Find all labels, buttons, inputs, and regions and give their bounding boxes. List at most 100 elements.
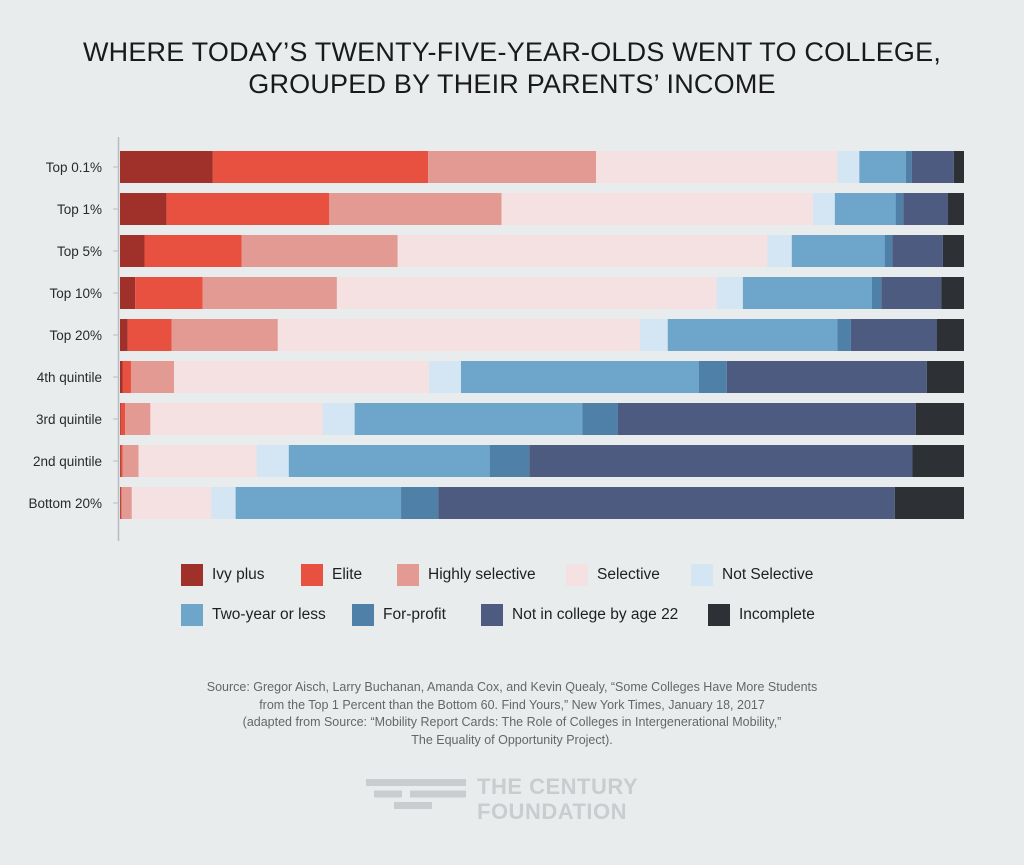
bar-segment xyxy=(125,403,151,435)
source-line: from the Top 1 Percent than the Bottom 6… xyxy=(259,697,765,712)
legend-swatch xyxy=(181,564,203,586)
chart-title-line-1: WHERE TODAY’S TWENTY-FIVE-YEAR-OLDS WENT… xyxy=(82,37,942,67)
bar-segment xyxy=(131,487,212,519)
bar-segment xyxy=(767,235,792,267)
logo-wordmark: THE CENTURY FOUNDATION xyxy=(477,774,638,824)
bar-segment xyxy=(489,445,530,477)
bar-segment xyxy=(912,445,964,477)
bar-segment xyxy=(277,319,640,351)
legend-label: Ivy plus xyxy=(212,566,265,583)
legend-swatch xyxy=(691,564,713,586)
bar-segment xyxy=(698,361,727,393)
legend-label: Selective xyxy=(597,566,660,583)
bar-segment xyxy=(884,235,893,267)
category-label: Top 1% xyxy=(57,202,102,217)
bar-segment xyxy=(120,445,123,477)
bar-segment xyxy=(120,235,145,267)
bar-segment xyxy=(120,445,121,477)
bar-segment xyxy=(336,277,717,309)
bar-segment xyxy=(120,319,128,351)
bar-segment xyxy=(903,193,948,225)
bar-segment xyxy=(894,487,964,519)
bar-segment xyxy=(130,361,175,393)
stacked-bar-chart: Top 0.1% Top 1% Top 5% Top 10% Top 20% 4th qu… xyxy=(28,137,964,541)
bar-segment xyxy=(834,193,896,225)
bar-segment xyxy=(617,403,916,435)
bar-segment xyxy=(667,319,838,351)
century-foundation-logo-mark-icon xyxy=(366,779,466,809)
bar-segment xyxy=(428,361,461,393)
category-label: Bottom 20% xyxy=(28,496,102,511)
bar-segment xyxy=(639,319,668,351)
bar-segment xyxy=(881,277,942,309)
bar-segment xyxy=(120,361,123,393)
bar-segment xyxy=(501,193,813,225)
bar-segment xyxy=(895,193,904,225)
bar-segment xyxy=(174,361,429,393)
bar-segment xyxy=(936,319,964,351)
bar-segment xyxy=(947,193,964,225)
bar-segment xyxy=(120,277,136,309)
bar-segment xyxy=(354,403,583,435)
bar-segment xyxy=(926,361,964,393)
category-label: 4th quintile xyxy=(37,370,102,385)
bar-segment xyxy=(582,403,618,435)
bar-segment xyxy=(837,319,851,351)
category-label: Top 20% xyxy=(49,328,102,343)
bar-segment xyxy=(892,235,943,267)
legend-swatch xyxy=(566,564,588,586)
bar-segment xyxy=(127,319,172,351)
bar-segment xyxy=(812,193,835,225)
legend-label: Not Selective xyxy=(722,566,814,583)
category-label: Top 5% xyxy=(57,244,102,259)
bar-segment xyxy=(288,445,490,477)
bar-segment xyxy=(742,277,873,309)
legend-swatch xyxy=(352,604,374,626)
legend-label: Incomplete xyxy=(739,606,815,623)
bar-segment xyxy=(121,487,132,519)
bar-segment xyxy=(120,151,213,183)
bar-segment xyxy=(905,151,912,183)
bar-segment xyxy=(953,151,964,183)
bar-segment xyxy=(120,403,126,435)
bar-segment xyxy=(171,319,278,351)
category-label: Top 10% xyxy=(49,286,102,301)
legend-label: For-profit xyxy=(383,606,446,623)
chart-title: WHERE TODAY’S TWENTY-FIVE-YEAR-OLDS WENT… xyxy=(0,36,1024,100)
logo-line-1: THE CENTURY xyxy=(477,774,639,799)
bar-segment xyxy=(529,445,913,477)
bar-segment xyxy=(122,445,139,477)
source-line: (adapted from Source: “Mobility Report C… xyxy=(242,715,782,729)
bar-segment xyxy=(438,487,895,519)
bar-segment xyxy=(872,277,882,309)
bar-segment xyxy=(850,319,937,351)
bar-segment xyxy=(596,151,838,183)
bar-segment xyxy=(241,235,398,267)
bar-segment xyxy=(120,403,121,435)
legend-swatch xyxy=(397,564,419,586)
legend-label: Not in college by age 22 xyxy=(512,606,679,623)
bar-segment xyxy=(401,487,439,519)
legend-label: Elite xyxy=(332,566,363,583)
bar-segment xyxy=(837,151,860,183)
bar-segment xyxy=(911,151,954,183)
category-label: 3rd quintile xyxy=(36,412,102,427)
source-line: The Equality of Opportunity Project). xyxy=(411,732,613,747)
legend-label: Two-year or less xyxy=(212,606,326,623)
bar-segment xyxy=(211,487,236,519)
bar-segment xyxy=(120,487,121,519)
bar-segment xyxy=(859,151,906,183)
logo-line-2: FOUNDATION xyxy=(477,799,628,824)
category-label: Top 0.1% xyxy=(46,160,102,175)
bar-segment xyxy=(120,193,167,225)
bar-segment xyxy=(256,445,289,477)
bar-segment xyxy=(212,151,429,183)
bar-segment xyxy=(716,277,743,309)
bar-segment xyxy=(138,445,257,477)
chart-title-line-2: GROUPED BY THEIR PARENTS’ INCOME xyxy=(248,69,776,99)
bar-segment xyxy=(235,487,402,519)
bar-segment xyxy=(726,361,927,393)
bar-segment xyxy=(942,235,964,267)
legend-swatch xyxy=(481,604,503,626)
bar-segment xyxy=(397,235,768,267)
